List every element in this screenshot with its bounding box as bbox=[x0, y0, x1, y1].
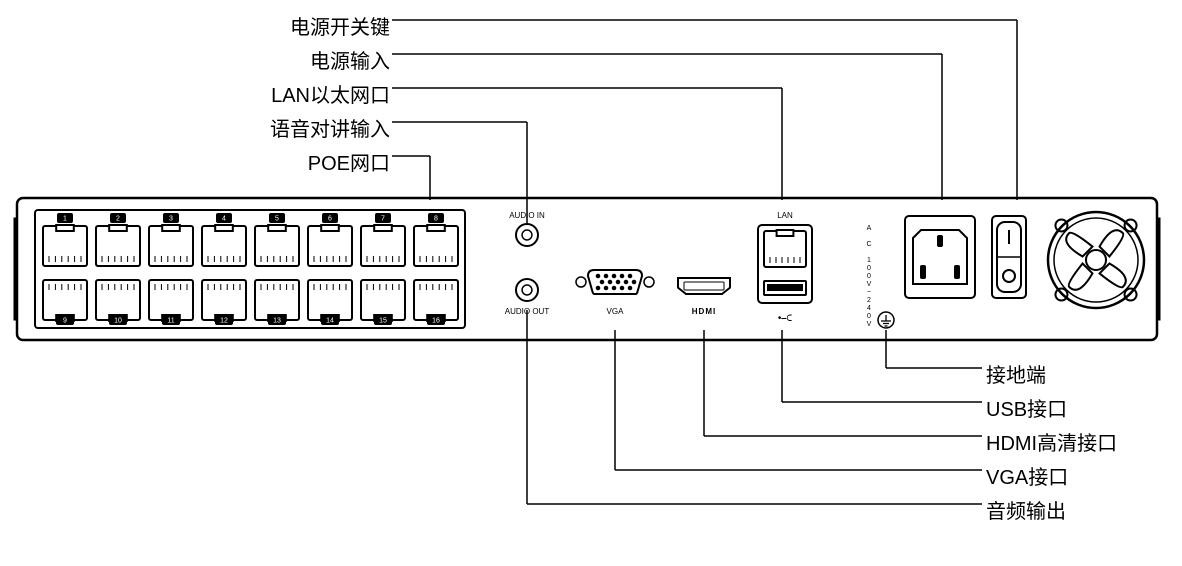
svg-text:8: 8 bbox=[434, 216, 438, 223]
svg-text:5: 5 bbox=[275, 216, 279, 223]
ground-label: 接地端 bbox=[986, 359, 1046, 388]
svg-text:13: 13 bbox=[273, 318, 281, 325]
svg-text:14: 14 bbox=[326, 318, 334, 325]
svg-text:~: ~ bbox=[867, 289, 871, 296]
svg-text:11: 11 bbox=[167, 318, 174, 325]
svg-text:16: 16 bbox=[432, 318, 440, 325]
svg-text:HDMI: HDMI bbox=[692, 307, 716, 316]
svg-text:4: 4 bbox=[222, 216, 226, 223]
svg-text:10: 10 bbox=[114, 318, 122, 325]
svg-text:1: 1 bbox=[63, 216, 67, 223]
vga-label: VGA接口 bbox=[986, 461, 1068, 490]
svg-text:6: 6 bbox=[328, 216, 332, 223]
svg-text:V: V bbox=[867, 281, 872, 288]
power-in-label: 电源输入 bbox=[310, 45, 390, 74]
audio-in-label: 语音对讲输入 bbox=[270, 113, 390, 142]
svg-text:•⎯⊂: •⎯⊂ bbox=[778, 313, 793, 324]
svg-text:LAN: LAN bbox=[777, 211, 793, 220]
svg-text:2: 2 bbox=[867, 297, 871, 304]
svg-text:2: 2 bbox=[116, 216, 120, 223]
svg-text:3: 3 bbox=[169, 216, 173, 223]
svg-text:15: 15 bbox=[379, 318, 387, 325]
svg-text:VGA: VGA bbox=[607, 307, 625, 316]
svg-text:V: V bbox=[867, 321, 872, 328]
poe-label: POE网口 bbox=[308, 147, 390, 176]
svg-text:12: 12 bbox=[220, 318, 228, 325]
svg-text:0: 0 bbox=[867, 313, 871, 320]
power-switch-label: 电源开关键 bbox=[290, 11, 390, 40]
svg-text:0: 0 bbox=[867, 265, 871, 272]
usb-label: USB接口 bbox=[986, 393, 1067, 422]
svg-text:7: 7 bbox=[381, 216, 385, 223]
svg-text:A: A bbox=[867, 225, 872, 232]
svg-text:4: 4 bbox=[867, 305, 871, 312]
lan-port-label: LAN以太网口 bbox=[271, 79, 390, 108]
svg-text:1: 1 bbox=[867, 257, 871, 264]
svg-text:9: 9 bbox=[63, 318, 67, 325]
audio-out-label: 音频输出 bbox=[986, 495, 1066, 524]
hdmi-label: HDMI高清接口 bbox=[986, 427, 1117, 456]
svg-text:C: C bbox=[866, 241, 871, 248]
svg-text:0: 0 bbox=[867, 273, 871, 280]
